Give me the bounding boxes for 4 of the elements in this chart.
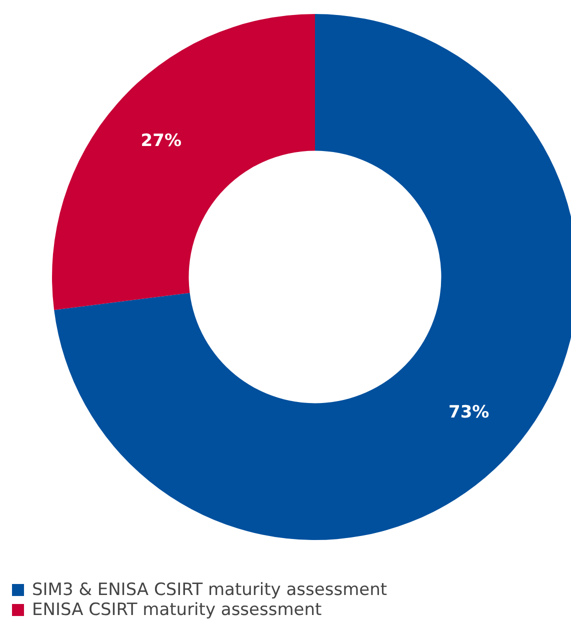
data-label: 27% — [140, 130, 182, 151]
data-label: 73% — [448, 402, 490, 422]
legend-label: ENISA CSIRT maturity assessment — [32, 600, 322, 620]
legend-label: SIM3 & ENISA CSIRT maturity assessment — [32, 580, 388, 600]
